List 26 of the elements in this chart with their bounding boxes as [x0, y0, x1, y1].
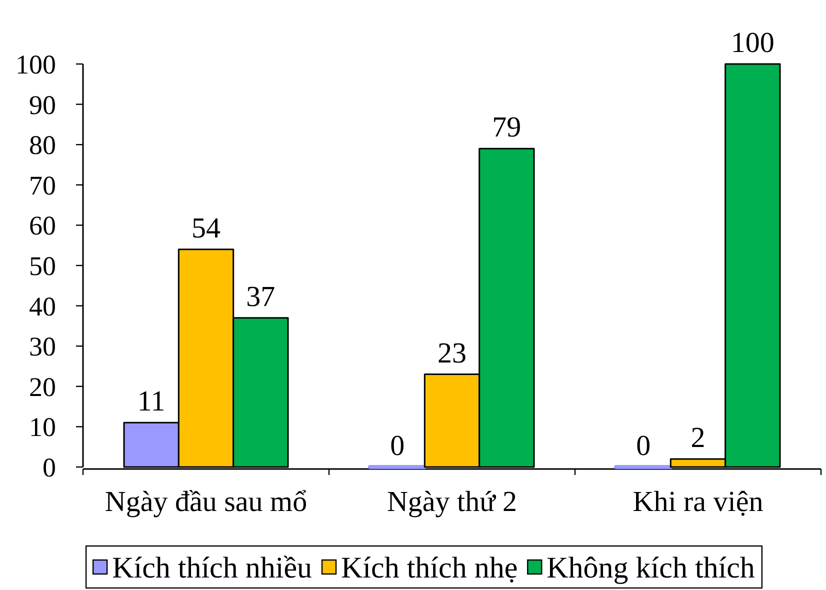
y-tick-label: 80	[29, 130, 56, 160]
legend-label: Không kích thích	[546, 552, 755, 584]
y-tick-label: 20	[29, 372, 56, 402]
data-label: 54	[192, 212, 222, 244]
data-label: 37	[246, 280, 276, 313]
y-tick-label: 50	[29, 250, 56, 281]
y-tick-label: 40	[29, 291, 56, 322]
data-label: 100	[730, 27, 774, 59]
y-tick-label: 100	[16, 49, 56, 80]
x-tick-label: Ngày thứ 2	[386, 486, 518, 518]
y-tick-label: 60	[29, 210, 56, 241]
data-label: 23	[438, 337, 466, 370]
data-label: 79	[492, 112, 522, 144]
data-label: 0	[390, 430, 405, 462]
y-tick-label: 10	[29, 412, 56, 442]
legend-label: Kích thích nhẹ	[341, 552, 518, 584]
y-tick-label: 30	[29, 332, 56, 362]
y-tick-label: 0	[42, 452, 56, 482]
y-tick-label: 90	[29, 90, 56, 120]
data-label: 0	[636, 430, 651, 462]
y-tick-label: 70	[29, 170, 56, 200]
data-label: 2	[690, 422, 706, 454]
x-tick-label: Ngày đầu sau mổ	[104, 486, 308, 518]
x-tick-label: Khi ra viện	[632, 486, 764, 518]
data-label: 11	[137, 386, 166, 418]
legend-label: Kích thích nhiều	[112, 552, 312, 584]
